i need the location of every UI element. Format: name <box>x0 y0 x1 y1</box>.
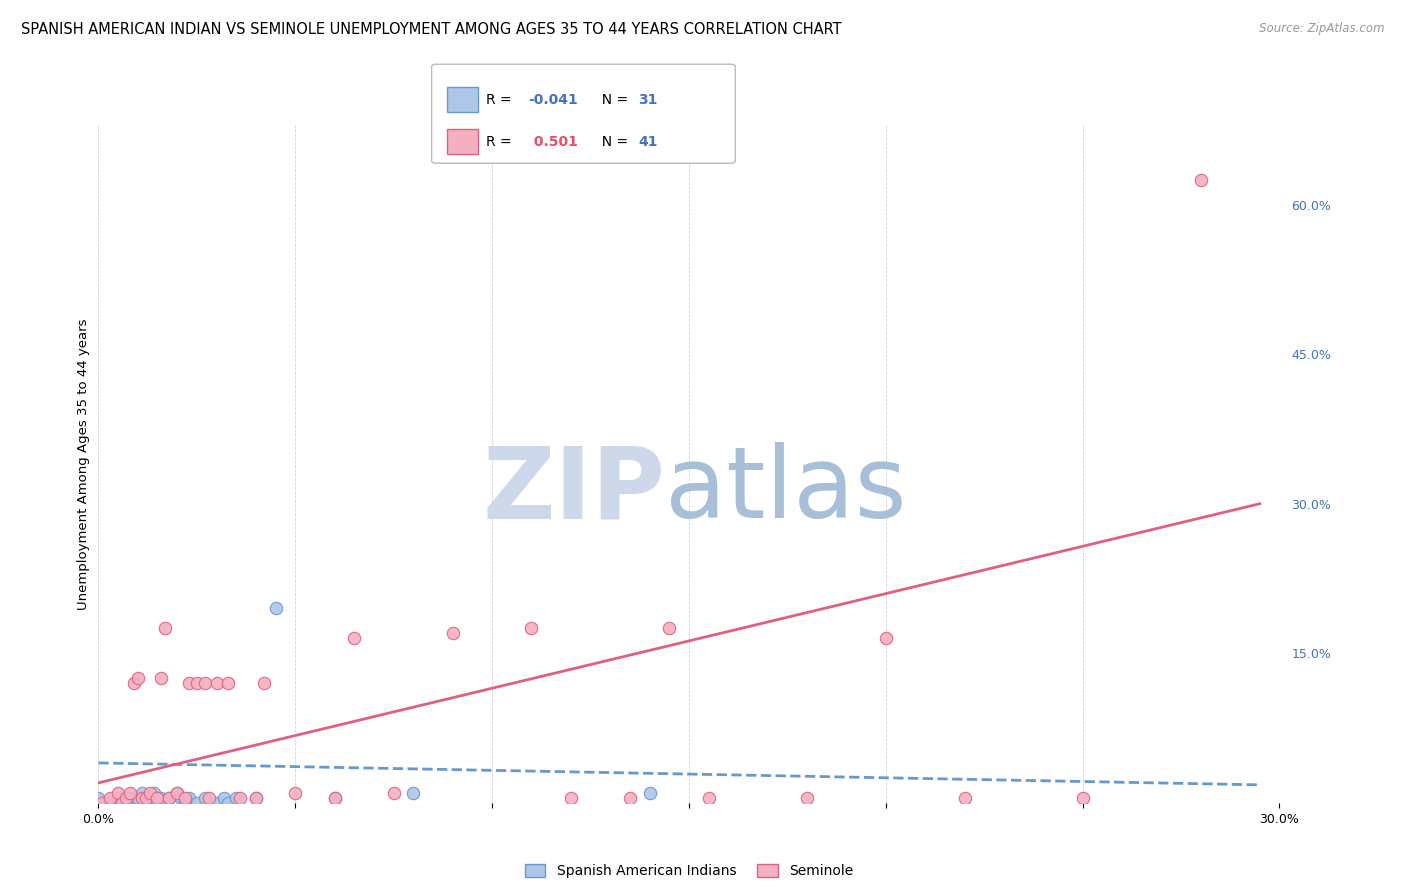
Point <box>1071 790 1094 805</box>
Point <box>225 790 247 805</box>
Y-axis label: Unemployment Among Ages 35 to 44 years: Unemployment Among Ages 35 to 44 years <box>77 318 90 609</box>
Point <box>253 676 276 690</box>
Point <box>441 626 464 640</box>
Point <box>205 676 228 690</box>
Point <box>157 790 180 805</box>
Point <box>150 671 173 685</box>
Point <box>323 790 346 805</box>
Point <box>142 786 165 800</box>
Point <box>107 786 129 800</box>
Point <box>98 790 121 805</box>
Text: atlas: atlas <box>665 442 907 540</box>
Point <box>323 790 346 805</box>
Point <box>264 601 287 615</box>
Point <box>118 790 141 805</box>
Text: 31: 31 <box>638 93 658 107</box>
Point <box>170 790 193 805</box>
Point <box>284 786 307 800</box>
Point <box>174 796 197 810</box>
Point <box>875 632 897 646</box>
Point <box>217 796 239 810</box>
Point <box>560 790 582 805</box>
Point <box>118 786 141 800</box>
Text: 41: 41 <box>638 135 658 149</box>
Point <box>186 796 208 810</box>
Point <box>98 796 121 810</box>
Point <box>638 786 661 800</box>
Point <box>174 790 197 805</box>
Text: Source: ZipAtlas.com: Source: ZipAtlas.com <box>1260 22 1385 36</box>
Text: N =: N = <box>593 93 633 107</box>
Point <box>115 796 138 810</box>
Point <box>166 786 188 800</box>
Point <box>131 790 153 805</box>
Point <box>157 790 180 805</box>
Point <box>214 790 236 805</box>
Point <box>138 786 160 800</box>
Point <box>177 790 200 805</box>
Point <box>155 796 177 810</box>
Point <box>194 676 217 690</box>
Point <box>1189 172 1212 186</box>
Point <box>127 796 149 810</box>
Point <box>135 790 157 805</box>
Point <box>107 790 129 805</box>
Point <box>658 621 681 635</box>
Point <box>146 796 169 810</box>
Text: N =: N = <box>593 135 633 149</box>
Point <box>155 621 177 635</box>
Point <box>127 671 149 685</box>
Point <box>150 790 173 805</box>
Point <box>520 621 543 635</box>
Point <box>131 786 153 800</box>
Text: 0.501: 0.501 <box>529 135 578 149</box>
Point <box>87 790 110 805</box>
Text: R =: R = <box>486 93 516 107</box>
Point <box>111 796 134 810</box>
Point <box>953 790 976 805</box>
Point <box>229 790 252 805</box>
Point <box>245 790 267 805</box>
Text: -0.041: -0.041 <box>529 93 578 107</box>
Text: SPANISH AMERICAN INDIAN VS SEMINOLE UNEMPLOYMENT AMONG AGES 35 TO 44 YEARS CORRE: SPANISH AMERICAN INDIAN VS SEMINOLE UNEM… <box>21 22 842 37</box>
Point <box>205 796 228 810</box>
Point <box>796 790 818 805</box>
Point <box>217 676 239 690</box>
Point <box>343 632 366 646</box>
Point <box>146 790 169 805</box>
Text: ZIP: ZIP <box>482 442 665 540</box>
Point <box>619 790 641 805</box>
Point <box>194 790 217 805</box>
Point <box>122 796 145 810</box>
Legend: Spanish American Indians, Seminole: Spanish American Indians, Seminole <box>519 859 859 884</box>
Point <box>91 796 114 810</box>
Point <box>177 676 200 690</box>
Point <box>122 676 145 690</box>
Point <box>135 796 157 810</box>
Point <box>697 790 720 805</box>
Point <box>382 786 405 800</box>
Point <box>402 786 425 800</box>
Point <box>197 790 219 805</box>
Point <box>115 790 138 805</box>
Text: R =: R = <box>486 135 516 149</box>
Point <box>245 790 267 805</box>
Point <box>166 786 188 800</box>
Point <box>138 790 160 805</box>
Point <box>127 790 149 805</box>
Point <box>186 676 208 690</box>
